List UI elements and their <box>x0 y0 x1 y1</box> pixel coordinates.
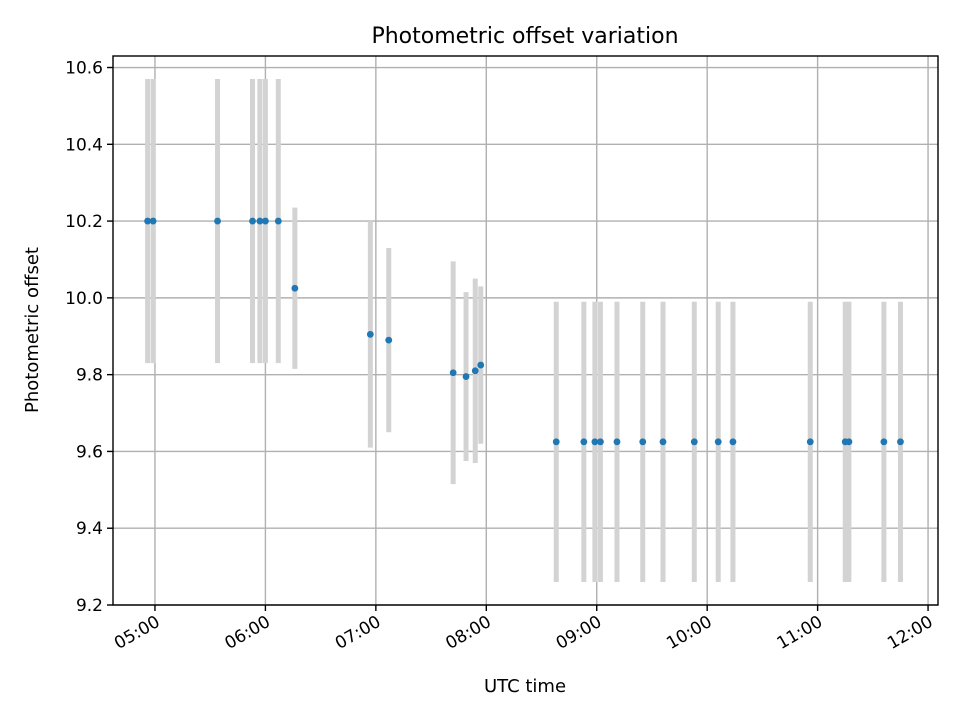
y-tick-label: 9.4 <box>76 519 103 539</box>
data-point <box>690 438 698 446</box>
data-point <box>806 438 814 446</box>
x-tick-label: 12:00 <box>884 612 936 654</box>
data-point <box>385 336 393 344</box>
data-point <box>214 217 221 225</box>
x-tick-label: 07:00 <box>332 612 384 654</box>
data-point <box>471 367 479 375</box>
data-point <box>845 438 853 446</box>
data-point <box>366 330 374 338</box>
data-point <box>449 369 457 377</box>
data-point <box>639 438 647 446</box>
y-tick-label: 10.2 <box>65 212 103 232</box>
data-point <box>597 438 604 446</box>
y-tick-label: 9.2 <box>76 596 103 616</box>
data-point <box>256 217 264 225</box>
data-point <box>144 217 152 225</box>
ticks: 9.2 9.4 9.6 9.8 10.0 10.2 10.4 10.6 05:00 06:00 07… <box>65 59 936 654</box>
data-point <box>659 438 667 446</box>
data-point <box>149 217 157 225</box>
y-axis-label: Photometric offset <box>22 247 43 413</box>
data-point <box>613 438 621 446</box>
x-tick-label: 11:00 <box>774 612 826 654</box>
plot-frame <box>112 55 939 606</box>
data-point <box>249 217 256 225</box>
grid <box>113 56 938 606</box>
data-point <box>291 284 299 292</box>
y-tick-label: 9.6 <box>76 442 103 462</box>
data-points <box>144 217 904 446</box>
data-point <box>262 217 269 225</box>
x-tick-label: 06:00 <box>221 612 273 654</box>
data-point <box>552 438 560 446</box>
y-tick-label: 9.8 <box>76 366 103 386</box>
y-tick-label: 10.6 <box>65 59 103 79</box>
data-point <box>462 373 470 380</box>
x-tick-label: 09:00 <box>553 612 605 654</box>
data-point <box>729 438 737 446</box>
x-tick-label: 10:00 <box>663 612 715 654</box>
error-bars <box>145 79 903 582</box>
x-tick-label: 08:00 <box>442 612 494 654</box>
data-point <box>591 438 599 446</box>
data-point <box>477 361 485 369</box>
data-point <box>880 438 888 446</box>
chart-title: Photometric offset variation <box>371 24 678 49</box>
x-axis-label: UTC time <box>484 676 566 697</box>
y-tick-label: 10.0 <box>65 289 103 309</box>
data-point <box>714 438 722 446</box>
data-point <box>580 438 588 446</box>
x-tick-label: 05:00 <box>111 612 163 654</box>
data-point <box>897 438 904 446</box>
y-tick-label: 10.4 <box>65 135 103 155</box>
data-point <box>274 217 282 225</box>
